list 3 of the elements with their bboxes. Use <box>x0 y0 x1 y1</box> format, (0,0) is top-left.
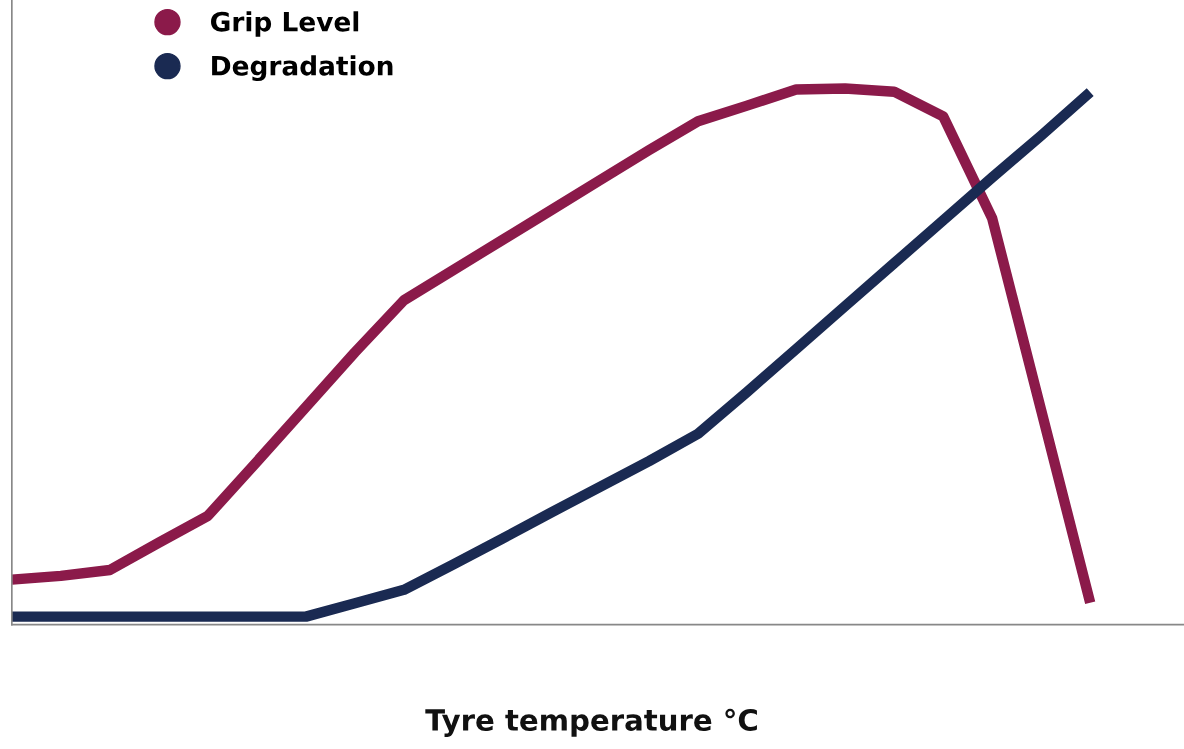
legend-label: Grip Level <box>211 11 359 37</box>
legend-label: Degradation <box>212 55 393 82</box>
x-axis-title: Tyre temperature °C <box>425 708 757 737</box>
